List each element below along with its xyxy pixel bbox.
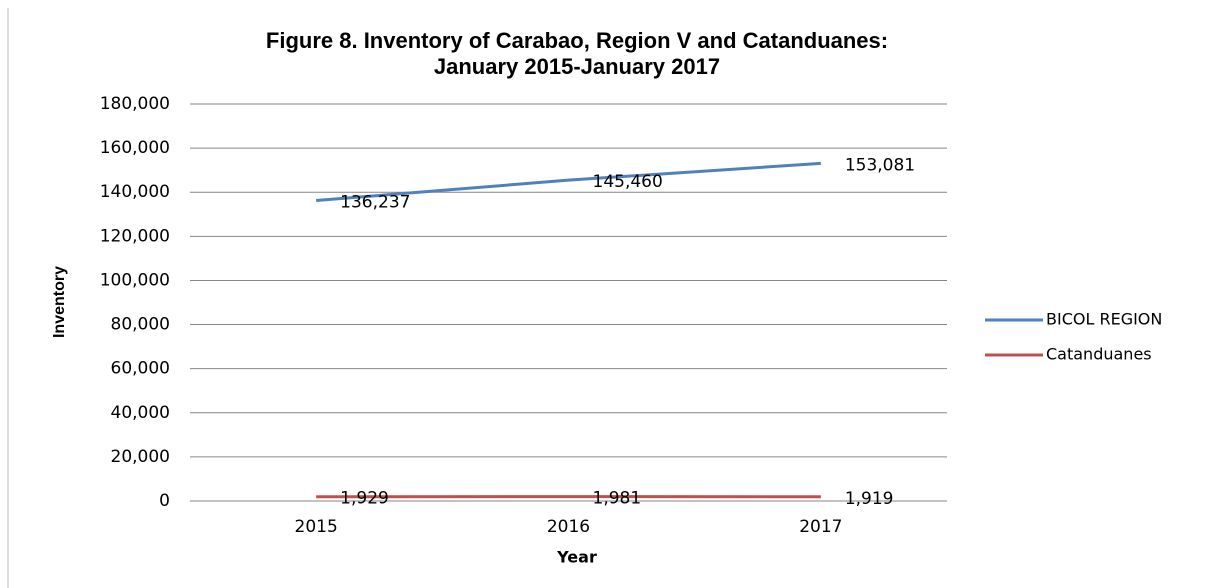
x-tick-label: 2017 [799, 517, 842, 537]
chart-subtitle: January 2015-January 2017 [434, 54, 720, 79]
x-tick-label: 2016 [547, 517, 590, 537]
x-axis-label: Year [556, 548, 597, 567]
chart-title: Figure 8. Inventory of Carabao, Region V… [266, 28, 888, 53]
legend-label: BICOL REGION [1046, 310, 1162, 329]
x-tick-label: 2015 [295, 517, 338, 537]
y-tick-label: 60,000 [111, 359, 170, 379]
y-tick-label: 20,000 [111, 447, 170, 467]
series-line [316, 161, 821, 203]
y-tick-label: 160,000 [100, 138, 170, 158]
data-label: 136,237 [340, 193, 410, 213]
data-label: 1,919 [845, 489, 894, 509]
data-label: 1,981 [593, 489, 642, 509]
y-tick-label: 140,000 [100, 182, 170, 202]
data-label: 153,081 [845, 155, 915, 175]
data-label: 145,460 [593, 172, 663, 192]
data-label: 1,929 [340, 489, 389, 509]
y-tick-label: 100,000 [100, 270, 170, 290]
y-tick-label: 180,000 [100, 94, 170, 114]
y-tick-label: 0 [159, 491, 170, 511]
y-axis-label: Inventory [51, 266, 68, 338]
legend-label: Catanduanes [1046, 345, 1152, 364]
y-tick-label: 40,000 [111, 403, 170, 423]
y-tick-label: 80,000 [111, 315, 170, 335]
y-tick-label: 120,000 [100, 226, 170, 246]
